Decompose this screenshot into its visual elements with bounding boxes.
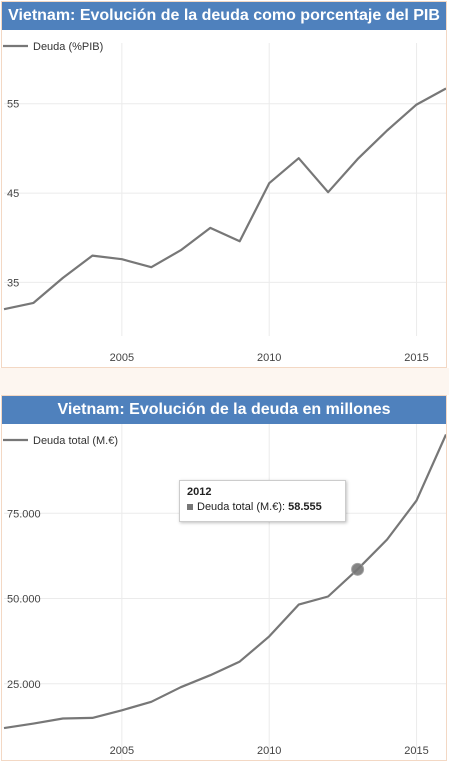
series-line[interactable] bbox=[3, 87, 446, 311]
y-tick-label: 25.000 bbox=[7, 679, 41, 691]
y-tick-label: 55 bbox=[7, 99, 19, 111]
legend-label[interactable]: Deuda total (M.€) bbox=[33, 435, 118, 447]
panel-gap bbox=[0, 368, 449, 395]
chart-panel-debt-gdp: Vietnam: Evolución de la deuda como porc… bbox=[1, 1, 447, 368]
y-tick-label: 35 bbox=[7, 277, 19, 289]
chart-panel-debt-millions: Vietnam: Evolución de la deuda en millon… bbox=[1, 395, 447, 761]
tooltip-series-swatch bbox=[187, 504, 193, 511]
x-tick-label: 2015 bbox=[404, 745, 428, 757]
highlighted-data-point[interactable] bbox=[351, 562, 365, 576]
y-tick-label: 50.000 bbox=[7, 594, 41, 606]
x-tick-label: 2015 bbox=[404, 352, 428, 364]
tooltip-value: 58.555 bbox=[288, 501, 322, 513]
data-tooltip: 2012 Deuda total (M.€): 58.555 bbox=[179, 480, 346, 522]
series-line[interactable] bbox=[3, 434, 446, 730]
legend-label[interactable]: Deuda (%PIB) bbox=[33, 41, 103, 53]
x-tick-label: 2010 bbox=[257, 745, 281, 757]
tooltip-label: Deuda total (M.€): bbox=[197, 501, 286, 513]
tooltip-year: 2012 bbox=[187, 486, 212, 498]
x-tick-label: 2010 bbox=[257, 352, 281, 364]
y-tick-label: 45 bbox=[7, 188, 19, 200]
y-tick-label: 75.000 bbox=[7, 508, 41, 520]
x-tick-label: 2005 bbox=[110, 745, 134, 757]
line-chart-debt-gdp[interactable]: 35 45 55 2005 2010 2015 Deuda (%PIB) bbox=[2, 30, 446, 367]
chart-title: Vietnam: Evolución de la deuda como porc… bbox=[2, 2, 446, 30]
line-chart-debt-millions[interactable]: 25.000 50.000 75.000 2005 2010 2015 Deuda tota… bbox=[2, 424, 446, 760]
x-tick-label: 2005 bbox=[110, 352, 134, 364]
chart-title: Vietnam: Evolución de la deuda en millon… bbox=[2, 396, 446, 424]
